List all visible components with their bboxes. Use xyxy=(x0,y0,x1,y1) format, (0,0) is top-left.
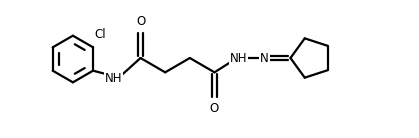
Text: O: O xyxy=(136,15,145,28)
Text: N: N xyxy=(260,51,269,64)
Text: NH: NH xyxy=(105,72,123,86)
Text: O: O xyxy=(210,102,219,115)
Text: NH: NH xyxy=(230,51,247,64)
Text: Cl: Cl xyxy=(95,28,106,41)
